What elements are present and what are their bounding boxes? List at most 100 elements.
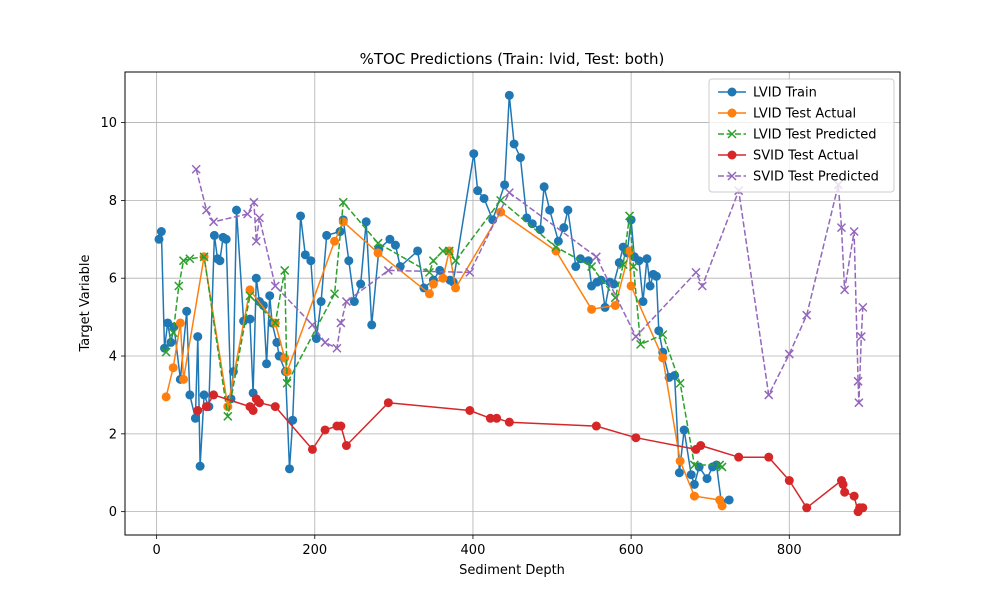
- data-point: [451, 256, 461, 266]
- legend-marker: [727, 87, 737, 97]
- data-point: [784, 476, 794, 486]
- legend-marker: [727, 108, 737, 118]
- data-point: [223, 411, 233, 421]
- data-point: [504, 417, 514, 427]
- data-point: [338, 197, 348, 207]
- data-point: [245, 291, 255, 301]
- legend-item-lvid-test-predicted: LVID Test Predicted: [718, 128, 876, 143]
- data-point: [631, 332, 641, 342]
- data-point: [156, 227, 166, 237]
- data-point: [341, 441, 351, 451]
- data-point: [485, 413, 495, 423]
- data-point: [199, 390, 209, 400]
- data-point: [535, 225, 545, 235]
- data-point: [435, 265, 445, 275]
- data-point: [836, 223, 847, 233]
- legend-item-lvid-train: LVID Train: [718, 86, 817, 101]
- data-point: [390, 240, 400, 250]
- data-point: [444, 246, 454, 256]
- data-point: [383, 398, 393, 408]
- data-point: [344, 256, 354, 266]
- x-tick-label: 400: [461, 543, 486, 558]
- legend-marker: [727, 171, 737, 181]
- data-point: [320, 425, 330, 435]
- data-point: [190, 413, 200, 423]
- data-point: [424, 289, 434, 299]
- data-point: [385, 234, 395, 244]
- data-point: [689, 491, 699, 501]
- data-point: [625, 211, 635, 221]
- x-tick-label: 600: [619, 543, 644, 558]
- data-point: [349, 297, 359, 307]
- data-point: [300, 250, 310, 260]
- data-point: [465, 267, 475, 277]
- data-point: [802, 503, 812, 513]
- data-point: [636, 339, 646, 349]
- data-point: [161, 392, 171, 402]
- data-point: [689, 460, 699, 470]
- y-axis-label: Target Variable: [78, 255, 93, 353]
- data-point: [697, 281, 707, 291]
- series-lvid-test-predicted: [161, 195, 727, 472]
- y-tick-label: 10: [100, 116, 117, 131]
- data-point: [571, 262, 581, 272]
- data-point: [270, 318, 280, 328]
- x-tick-label: 800: [777, 543, 802, 558]
- data-point: [316, 297, 326, 307]
- data-point: [840, 487, 850, 497]
- data-point: [631, 433, 641, 443]
- data-point: [469, 149, 479, 159]
- data-point: [587, 304, 597, 314]
- data-point: [553, 236, 563, 246]
- data-point: [251, 273, 261, 283]
- legend-label: SVID Test Predicted: [753, 170, 879, 185]
- legend: LVID Train LVID Test Actual LVID Test Pred…: [708, 78, 895, 193]
- legend-label: LVID Test Actual: [753, 107, 856, 122]
- data-point: [336, 318, 346, 328]
- legend-label: LVID Test Predicted: [753, 128, 876, 143]
- data-point: [361, 217, 371, 227]
- data-point: [280, 265, 290, 275]
- data-point: [154, 234, 164, 244]
- data-point: [853, 376, 863, 386]
- data-point: [576, 254, 586, 264]
- data-point: [642, 254, 652, 264]
- legend-label: SVID Test Actual: [753, 149, 859, 164]
- x-axis-label: Sediment Depth: [459, 563, 565, 578]
- data-point: [492, 413, 502, 423]
- data-point: [504, 90, 514, 100]
- data-point: [734, 452, 744, 462]
- data-point: [591, 252, 601, 262]
- data-point: [539, 182, 549, 192]
- data-point: [610, 300, 620, 310]
- data-point: [245, 285, 255, 295]
- legend-item-lvid-test-actual: LVID Test Actual: [718, 107, 856, 122]
- data-point: [479, 193, 489, 203]
- data-point: [201, 205, 211, 215]
- data-point: [413, 246, 423, 256]
- data-point: [696, 441, 706, 451]
- data-point: [675, 378, 685, 388]
- data-point: [243, 209, 253, 219]
- data-point: [330, 236, 340, 246]
- chart-title: %TOC Predictions (Train: lvid, Test: bot…: [360, 50, 665, 68]
- data-point: [675, 456, 685, 466]
- data-point: [587, 262, 597, 272]
- data-point: [679, 425, 689, 435]
- data-point: [330, 289, 340, 299]
- data-point: [168, 328, 178, 338]
- data-point: [265, 291, 275, 301]
- series-line-svid-test-predicted: [195, 169, 864, 404]
- series-svid-test-actual: [193, 390, 868, 517]
- data-point: [288, 415, 298, 425]
- data-point: [307, 320, 317, 330]
- data-point: [215, 256, 225, 266]
- data-point: [854, 398, 864, 408]
- data-point: [251, 236, 261, 246]
- data-point: [161, 347, 171, 357]
- data-point: [383, 265, 393, 275]
- data-point: [272, 337, 282, 347]
- data-point: [691, 267, 701, 277]
- legend-item-svid-test-predicted: SVID Test Predicted: [718, 170, 879, 185]
- legend-marker: [727, 129, 737, 139]
